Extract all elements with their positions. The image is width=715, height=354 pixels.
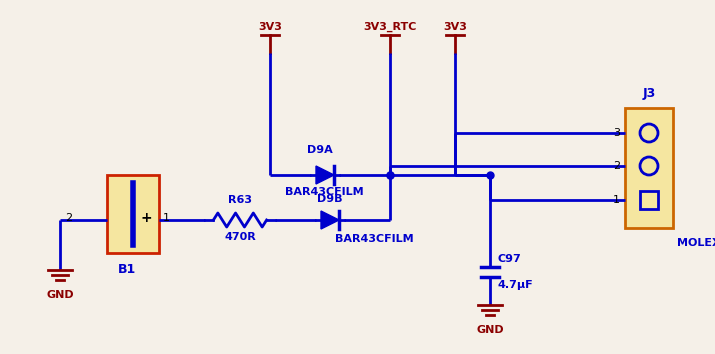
- Text: 3V3: 3V3: [258, 22, 282, 32]
- Text: 2: 2: [613, 161, 620, 171]
- Text: 2: 2: [65, 213, 72, 223]
- Text: GND: GND: [476, 325, 504, 335]
- Polygon shape: [316, 166, 334, 184]
- Polygon shape: [321, 211, 339, 229]
- Text: BAR43CFILM: BAR43CFILM: [335, 234, 413, 244]
- Text: C97: C97: [498, 254, 522, 264]
- Text: R63: R63: [228, 195, 252, 205]
- Bar: [107, 175, 159, 253]
- Text: +: +: [140, 211, 152, 225]
- Text: 3: 3: [613, 128, 620, 138]
- Bar: [640, 191, 658, 209]
- Text: 1: 1: [163, 213, 170, 223]
- Text: GND: GND: [46, 290, 74, 300]
- Text: B1: B1: [118, 263, 136, 276]
- Text: J3: J3: [642, 87, 656, 100]
- Text: 4.7μF: 4.7μF: [498, 280, 533, 290]
- Text: D9B: D9B: [317, 194, 342, 204]
- Text: D9A: D9A: [307, 145, 333, 155]
- Text: BAR43CFILM: BAR43CFILM: [285, 187, 364, 197]
- Text: MOLEX-0022284030: MOLEX-0022284030: [677, 238, 715, 248]
- Text: 3V3_RTC: 3V3_RTC: [363, 22, 417, 32]
- Text: 470R: 470R: [224, 232, 256, 242]
- Text: 3V3: 3V3: [443, 22, 467, 32]
- Bar: [625, 108, 673, 228]
- Text: 1: 1: [613, 195, 620, 205]
